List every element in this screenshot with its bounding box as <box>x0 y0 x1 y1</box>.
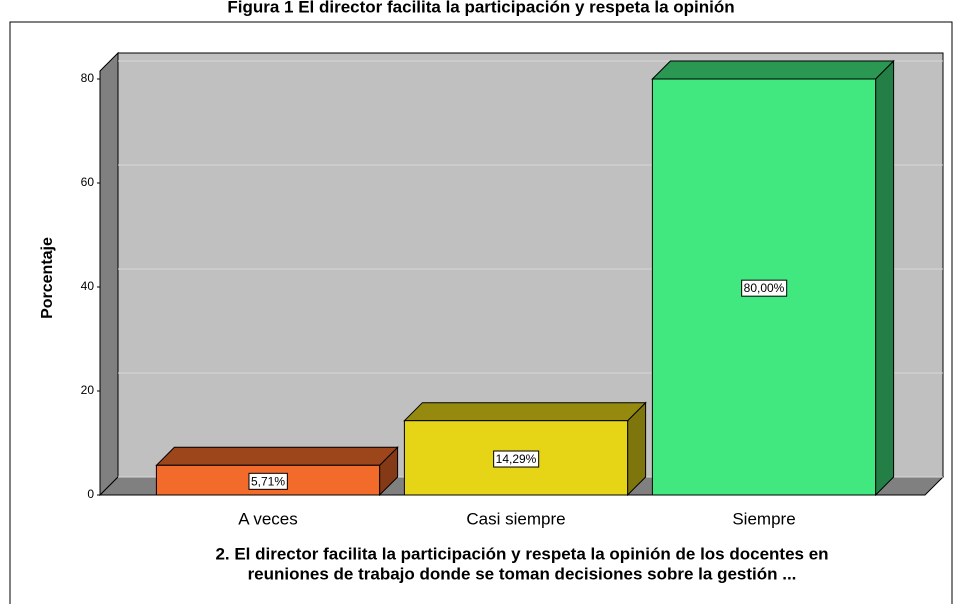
data-label: 14,29% <box>496 452 537 466</box>
x-tick-label: A veces <box>238 509 298 528</box>
data-label-box <box>248 472 288 490</box>
bar-side-shade <box>875 61 894 495</box>
data-label-box <box>493 450 540 468</box>
data-label: 5,71% <box>251 474 285 488</box>
bar-top-shade <box>404 402 646 421</box>
chart-title: Figura 1 El director facilita la partici… <box>227 0 734 16</box>
bar-top-shade <box>652 61 894 79</box>
y-tick-label: 60 <box>81 175 95 189</box>
y-tick-label: 80 <box>81 71 95 85</box>
bar-side-shade <box>379 447 398 495</box>
y-tick-label: 20 <box>81 383 95 397</box>
y-axis-label: Porcentaje <box>39 237 56 319</box>
left-wall <box>99 51 119 497</box>
y-tick-label: 40 <box>81 279 95 293</box>
data-label: 80,00% <box>744 281 785 295</box>
bar-side-shade <box>627 402 646 495</box>
x-axis-label: 2. El director facilita la participación… <box>215 544 828 563</box>
x-axis-label: reuniones de trabajo donde se toman deci… <box>248 564 797 583</box>
bar-top-shade <box>156 447 398 466</box>
x-tick-label: Siempre <box>732 509 795 528</box>
data-label-box <box>741 279 788 297</box>
y-tick-label: 0 <box>87 487 94 501</box>
x-tick-label: Casi siempre <box>466 509 565 528</box>
